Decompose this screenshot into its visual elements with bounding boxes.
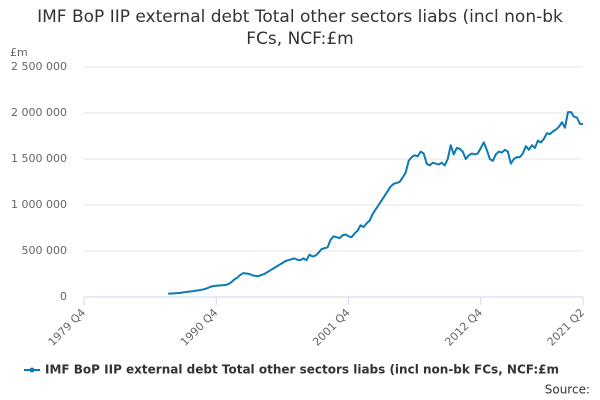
x-tick-label: 1979 Q4 — [46, 306, 89, 349]
y-tick-label: 2 500 000 — [11, 60, 67, 73]
legend-label: IMF BoP IIP external debt Total other se… — [45, 363, 559, 377]
y-tick-label: 1 000 000 — [11, 198, 67, 211]
y-tick-label: 0 — [60, 290, 67, 303]
legend-marker — [29, 367, 35, 373]
x-tick-label: 1990 Q4 — [178, 306, 221, 349]
x-tick-label: 2021 Q2 — [545, 306, 588, 349]
y-axis-label: £m — [10, 46, 28, 59]
y-tick-label: 1 500 000 — [11, 152, 67, 165]
y-tick-label: 500 000 — [22, 244, 68, 257]
chart-title: IMF BoP IIP external debt Total other se… — [37, 7, 563, 49]
x-tick-label: 2001 Q4 — [310, 306, 353, 349]
y-tick-label: 2 000 000 — [11, 106, 67, 119]
x-tick-label: 2012 Q4 — [443, 306, 486, 349]
data-line — [168, 111, 583, 295]
source: Source: — [545, 383, 590, 397]
